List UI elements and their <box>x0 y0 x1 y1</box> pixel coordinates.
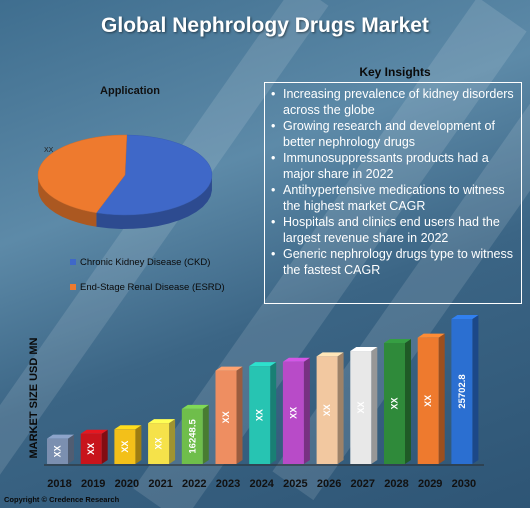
bar-side <box>236 366 243 464</box>
key-insights-title: Key Insights <box>359 65 431 79</box>
bar-data-label: XX <box>86 443 96 455</box>
pie-slice-side <box>96 176 212 229</box>
bar-2025 <box>282 361 304 464</box>
key-insight-item: Growing research and development of bett… <box>271 118 517 150</box>
pie-slice-esrd <box>37 134 128 214</box>
page-title: Global Nephrology Drugs Market <box>101 14 429 37</box>
bar-data-label: XX <box>322 404 332 416</box>
key-insight-item: Generic nephrology drugs type to witness… <box>271 246 517 278</box>
bar-data-label: 25702.8 <box>457 374 468 408</box>
bar-side <box>371 347 378 464</box>
bar-side <box>270 362 277 464</box>
x-tick-label: 2029 <box>418 478 442 490</box>
bar-top <box>316 352 344 357</box>
x-tick-label: 2022 <box>182 478 206 490</box>
key-insight-item: Antihypertensive medications to witness … <box>271 182 517 214</box>
legend-swatch <box>70 259 76 266</box>
bar-side <box>303 357 310 464</box>
bar-data-label: 16248.5 <box>187 419 198 454</box>
bar-side <box>101 429 108 464</box>
bar-2018 <box>47 438 68 464</box>
bar-data-label: XX <box>255 409 265 421</box>
application-title: Application <box>100 85 160 97</box>
bar-2027 <box>350 351 372 464</box>
bar-2022 <box>181 408 203 464</box>
bar-top <box>451 315 479 319</box>
x-tick-label: 2026 <box>317 478 341 490</box>
pie-slice-side <box>38 177 97 227</box>
pie-data-label: XX <box>44 147 54 154</box>
legend-swatch <box>70 284 76 291</box>
x-tick-label: 2025 <box>283 478 307 490</box>
x-tick-label: 2027 <box>351 478 375 490</box>
legend-item-ckd: Chronic Kidney Disease (CKD) <box>70 257 210 268</box>
bar-side <box>337 352 344 464</box>
bar-2023 <box>215 370 237 464</box>
bar-top <box>148 419 176 424</box>
bar-top <box>384 339 411 344</box>
bar-2024 <box>249 366 271 464</box>
legend-label: Chronic Kidney Disease (CKD) <box>80 257 211 268</box>
bar-2029 <box>417 337 439 464</box>
x-tick-label: 2020 <box>115 478 139 490</box>
bar-top <box>249 362 277 367</box>
bar-side <box>472 315 479 464</box>
x-tick-label: 2024 <box>249 478 274 490</box>
bar-top <box>215 366 243 371</box>
x-tick-label: 2023 <box>216 478 240 490</box>
pie-slice-ckd <box>95 134 213 216</box>
x-tick-label: 2030 <box>452 478 476 490</box>
key-insights-box: Increasing prevalence of kidney disorder… <box>264 82 522 304</box>
key-insight-item: Immunosuppressants products had a major … <box>271 150 517 182</box>
bar-2019 <box>80 433 102 464</box>
key-insight-item: Hospitals and clinics end users had the … <box>271 214 517 246</box>
bar-side <box>405 339 411 464</box>
bar-top <box>47 434 74 439</box>
bar-side <box>169 419 176 464</box>
bar-side <box>68 434 74 464</box>
x-tick-label: 2018 <box>47 478 71 490</box>
bar-2028 <box>384 343 405 464</box>
bar-data-label: XX <box>390 398 400 410</box>
bar-top <box>282 357 310 362</box>
bar-data-label: XX <box>154 438 164 450</box>
bar-top <box>350 347 378 352</box>
bar-data-label: XX <box>221 411 231 423</box>
bar-2026 <box>316 356 338 464</box>
bar-top <box>181 404 209 409</box>
x-tick-label: 2021 <box>148 478 172 490</box>
bar-side <box>438 333 445 464</box>
bar-top <box>80 429 108 434</box>
x-tick-label: 2019 <box>81 478 105 490</box>
bar-side <box>202 404 209 464</box>
copyright-text: Copyright © Credence Research <box>4 495 120 504</box>
x-tick-label: 2028 <box>384 478 408 490</box>
bar-side <box>135 425 142 464</box>
legend-item-esrd: End-Stage Renal Disease (ESRD) <box>70 282 225 293</box>
bar-data-label: XX <box>356 402 366 414</box>
key-insights-list: Increasing prevalence of kidney disorder… <box>271 86 517 278</box>
bar-2020 <box>114 429 136 464</box>
key-insight-item: Increasing prevalence of kidney disorder… <box>271 86 517 118</box>
bar-data-label: XX <box>288 407 298 419</box>
bar-top <box>114 425 142 430</box>
bar-data-label: XX <box>423 395 433 407</box>
bar-data-label: XX <box>120 441 130 453</box>
bar-top <box>417 333 445 338</box>
bar-2021 <box>148 423 170 464</box>
bar-2030 <box>451 319 473 464</box>
legend-label: End-Stage Renal Disease (ESRD) <box>80 282 225 293</box>
bar-data-label: XX <box>53 445 63 457</box>
